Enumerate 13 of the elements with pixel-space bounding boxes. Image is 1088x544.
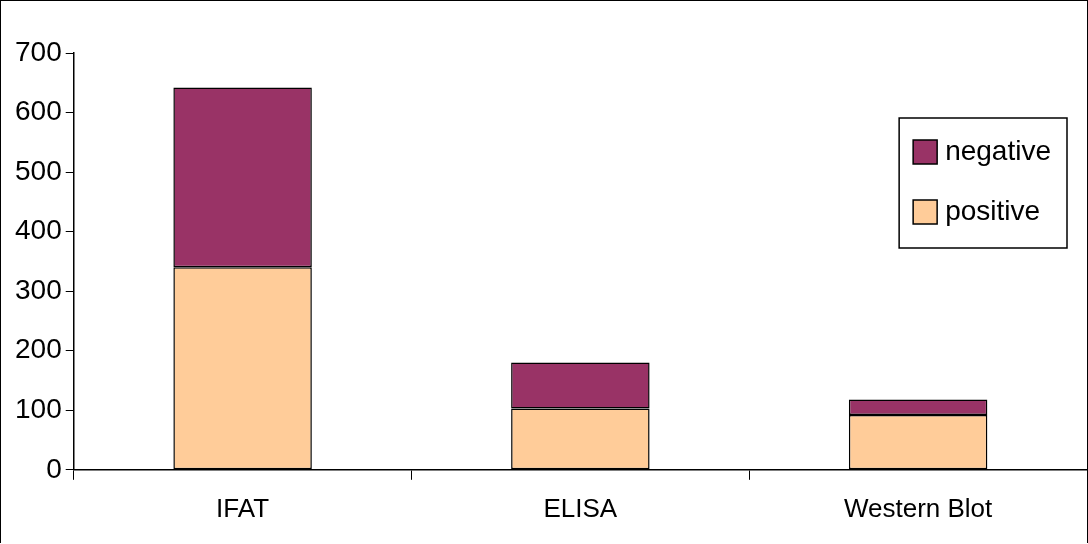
y-tick-label: 700 (15, 35, 62, 67)
x-tick-label: ELISA (543, 492, 618, 523)
legend-label: positive (945, 194, 1041, 226)
y-tick-label: 600 (15, 95, 62, 127)
y-tick-label: 100 (15, 392, 62, 424)
x-tick-label: Western Blot (843, 492, 994, 523)
y-tick-label: 0 (46, 452, 62, 484)
y-tick-label: 300 (15, 273, 62, 305)
legend-label: negative (945, 134, 1052, 166)
y-tick-label: 500 (15, 154, 62, 186)
x-tick-label: IFAT (216, 492, 270, 523)
y-tick-label: 200 (15, 333, 62, 365)
y-tick-label: 400 (15, 214, 62, 246)
